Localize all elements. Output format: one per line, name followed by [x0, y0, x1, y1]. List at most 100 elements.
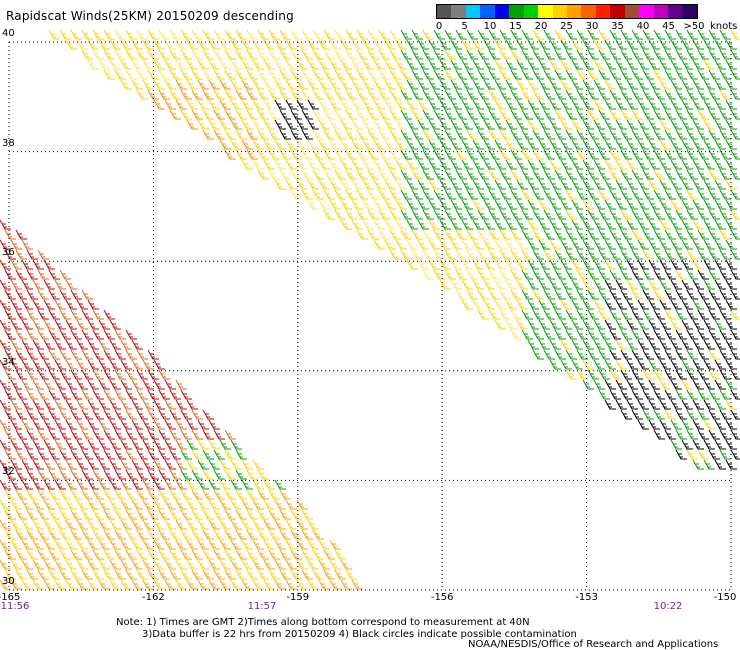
wind-barb: [433, 209, 445, 220]
wind-barb: [730, 229, 740, 240]
wind-barb: [125, 529, 137, 540]
wind-barb: [609, 369, 621, 380]
wind-barb: [158, 49, 170, 60]
wind-barb: [516, 239, 528, 250]
wind-barb: [125, 429, 137, 440]
wind-barb: [477, 109, 489, 120]
wind-barb: [389, 89, 401, 100]
wind-barb: [510, 269, 522, 280]
wind-barb: [340, 579, 352, 590]
wind-barb: [301, 129, 313, 140]
wind-barb: [626, 339, 638, 350]
wind-barb: [433, 229, 445, 240]
wind-barb: [521, 89, 533, 100]
wind-barb: [461, 79, 473, 90]
wind-barb: [631, 309, 643, 320]
wind-barb: [560, 219, 572, 230]
wind-barb: [659, 219, 671, 230]
wind-barb: [719, 129, 731, 140]
wind-barb: [356, 169, 368, 180]
wind-barb: [411, 209, 423, 220]
wind-barb: [499, 189, 511, 200]
wind-barb: [538, 179, 550, 190]
legend-units: knots: [710, 21, 738, 32]
wind-barb: [461, 139, 473, 150]
wind-barb: [521, 169, 533, 180]
wind-barb: [708, 249, 720, 260]
wind-barb: [274, 539, 286, 550]
wind-barb: [598, 389, 610, 400]
wind-barb: [180, 449, 192, 460]
wind-barb: [219, 559, 231, 570]
wind-barb: [87, 359, 99, 370]
wind-barb: [323, 189, 335, 200]
wind-barb: [21, 519, 33, 530]
wind-barb: [224, 109, 236, 120]
wind-barb: [576, 89, 588, 100]
wind-barb: [659, 359, 671, 370]
wind-barb: [505, 259, 517, 270]
wind-barb: [604, 279, 616, 290]
wind-barb: [521, 149, 533, 160]
wind-barb: [15, 529, 27, 540]
wind-barb: [230, 539, 242, 550]
wind-barb: [263, 159, 275, 170]
wind-barb: [318, 199, 330, 210]
wind-barb: [169, 389, 181, 400]
wind-barb: [653, 429, 665, 440]
longitude-label: -153: [575, 592, 598, 603]
wind-barb: [279, 569, 291, 580]
wind-barb: [351, 579, 363, 590]
wind-barb: [576, 169, 588, 180]
wind-barb: [642, 289, 654, 300]
wind-barb: [510, 309, 522, 320]
wind-barb: [587, 69, 599, 80]
wind-barb: [70, 529, 82, 540]
wind-barb: [65, 419, 77, 430]
wind-barb: [26, 329, 38, 340]
wind-barb: [554, 109, 566, 120]
wind-barb: [92, 469, 104, 480]
wind-barb: [422, 89, 434, 100]
wind-barb: [697, 149, 709, 160]
wind-barb: [681, 119, 693, 130]
wind-barb: [730, 349, 740, 360]
wind-barb: [164, 79, 176, 90]
wind-barb: [444, 169, 456, 180]
wind-barb: [648, 159, 660, 170]
wind-barb: [571, 319, 583, 330]
wind-barb: [32, 279, 44, 290]
wind-barb: [648, 79, 660, 90]
wind-barb: [681, 39, 693, 50]
wind-barb: [587, 269, 599, 280]
wind-barb: [48, 469, 60, 480]
wind-barb: [153, 559, 165, 570]
wind-barb: [312, 169, 324, 180]
wind-barb: [274, 519, 286, 530]
wind-barb: [653, 29, 665, 40]
wind-barb: [494, 259, 506, 270]
wind-barb: [719, 389, 731, 400]
legend-label: 40: [636, 21, 650, 32]
wind-barb: [131, 479, 143, 490]
wind-barb: [521, 109, 533, 120]
wind-barb: [411, 109, 423, 120]
wind-barb: [268, 569, 280, 580]
wind-barb: [98, 439, 110, 450]
wind-barb: [378, 69, 390, 80]
wind-barb: [598, 189, 610, 200]
wind-barb: [406, 39, 418, 50]
wind-barb: [477, 289, 489, 300]
wind-barb: [565, 189, 577, 200]
wind-barb: [125, 409, 137, 420]
wind-barb: [697, 89, 709, 100]
wind-barb: [472, 179, 484, 190]
wind-barb: [428, 99, 440, 110]
wind-barb: [576, 129, 588, 140]
wind-barb: [389, 149, 401, 160]
wind-barb: [576, 69, 588, 80]
wind-barb: [417, 79, 429, 90]
wind-barb: [290, 89, 302, 100]
wind-barb: [565, 89, 577, 100]
wind-barb: [466, 169, 478, 180]
